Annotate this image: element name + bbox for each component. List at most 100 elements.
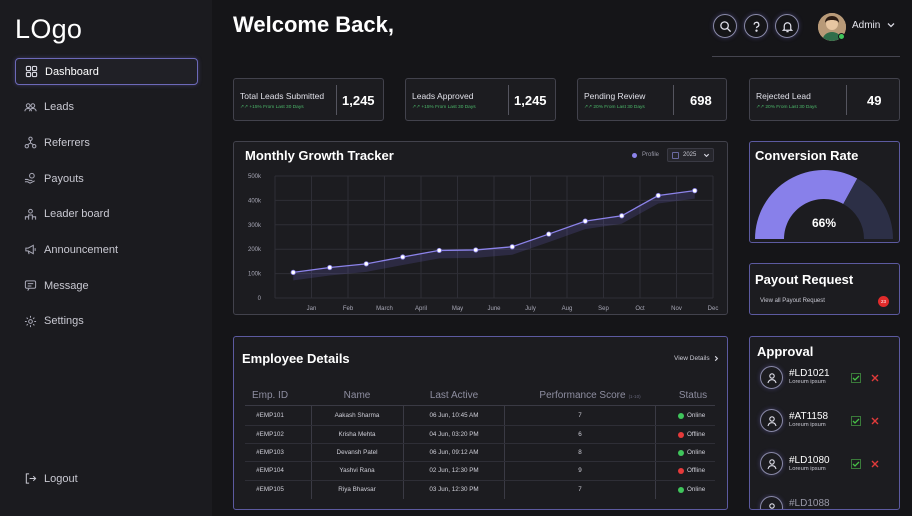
view-payout-link[interactable]: View all Payout Request	[760, 298, 825, 304]
reject-icon[interactable]	[870, 416, 880, 426]
sidebar-item-settings[interactable]: Settings	[15, 308, 198, 335]
sidebar-item-announcement[interactable]: Announcement	[15, 236, 198, 263]
year-select[interactable]: 2025	[667, 148, 714, 162]
stat-label: Pending Review	[584, 91, 646, 101]
cell-name: Yashvi Rana	[339, 467, 375, 474]
cell-emp-id: #EMP101	[256, 412, 284, 419]
data-point[interactable]	[546, 231, 552, 237]
sidebar-item-referrers[interactable]: Referrers	[15, 129, 198, 156]
x-tick-label: April	[415, 306, 427, 312]
reject-icon[interactable]	[870, 373, 880, 383]
stat-label: Leads Approved	[412, 91, 474, 101]
status-dot	[678, 486, 684, 493]
status-label: Online	[687, 486, 706, 493]
sidebar-item-message[interactable]: Message	[15, 272, 198, 299]
stat-value: 1,245	[342, 93, 375, 108]
data-point[interactable]	[473, 247, 479, 253]
data-point[interactable]	[509, 244, 515, 250]
help-button[interactable]	[744, 14, 768, 38]
cell-emp-id: #EMP103	[256, 449, 284, 456]
approve-icon[interactable]	[851, 416, 861, 426]
conversion-value: 66%	[812, 216, 837, 230]
chevron-down-icon[interactable]	[886, 20, 896, 30]
sidebar-item-leads[interactable]: Leads	[15, 94, 198, 121]
sidebar-item-leader-board[interactable]: Leader board	[15, 201, 198, 228]
sidebar: LOgo Dashboard Leads Referrers Payouts L…	[0, 0, 212, 516]
megaphone-icon	[25, 244, 36, 255]
x-tick-label: June	[487, 306, 501, 312]
search-icon	[719, 20, 731, 32]
cell-name: Riya Bhavsar	[338, 486, 376, 493]
stat-card-pending-review: Pending Review ↗↗ 20% From Last 30 Days …	[577, 78, 727, 121]
data-point[interactable]	[290, 269, 296, 275]
row-divider	[245, 425, 715, 426]
grid-icon	[25, 65, 38, 78]
data-point[interactable]	[400, 254, 406, 260]
approval-title: Approval	[757, 344, 814, 359]
stat-divider	[336, 85, 337, 115]
network-icon	[24, 136, 37, 149]
cell-status: Offline	[678, 431, 705, 438]
data-point[interactable]	[327, 264, 333, 271]
cell-last-active: 03 Jun, 12:30 PM	[429, 486, 479, 493]
user-icon	[766, 415, 777, 426]
approve-icon[interactable]	[851, 373, 861, 383]
cell-score: 9	[578, 467, 582, 474]
data-point[interactable]	[619, 213, 625, 219]
message-icon	[24, 280, 37, 291]
stat-label: Rejected Lead	[756, 91, 811, 101]
cell-emp-id: #EMP102	[256, 431, 284, 438]
view-details-link[interactable]: View Details	[674, 355, 720, 362]
cell-name: Aakash Sharma	[334, 412, 380, 419]
notifications-button[interactable]	[775, 14, 799, 38]
sidebar-item-label: Dashboard	[45, 65, 99, 78]
data-point[interactable]	[363, 261, 369, 267]
approval-sub: Loreum ipsum	[789, 466, 826, 472]
score-range-note: (1-10)	[628, 394, 641, 399]
status-dot	[678, 431, 684, 438]
reject-icon[interactable]	[870, 459, 880, 469]
data-point[interactable]	[655, 192, 661, 199]
cell-emp-id: #EMP104	[256, 467, 284, 474]
cell-emp-id: #EMP105	[256, 486, 284, 493]
col-performance: Performance Score (1-10)	[520, 390, 660, 401]
users-icon	[24, 102, 37, 111]
series-shadow	[293, 190, 695, 281]
cell-last-active: 02 Jun, 12:30 PM	[429, 467, 479, 474]
approval-user-avatar	[760, 366, 783, 389]
cell-last-active: 06 Jun, 10:45 AM	[429, 412, 479, 419]
logout-button[interactable]: Logout	[24, 472, 78, 485]
stat-value: 49	[867, 93, 882, 108]
approval-partial-row: #LD1088	[750, 494, 899, 509]
cell-score: 7	[578, 412, 582, 419]
data-point[interactable]	[692, 188, 698, 194]
x-tick-label: Feb	[343, 306, 354, 312]
x-tick-label: March	[376, 306, 393, 312]
user-name[interactable]: Admin	[852, 20, 881, 31]
bell-icon	[781, 21, 793, 32]
status-label: Online	[687, 412, 706, 419]
user-icon	[766, 458, 777, 469]
y-tick-label: 200k	[248, 247, 262, 253]
sidebar-item-label: Message	[44, 279, 89, 292]
search-button[interactable]	[713, 14, 737, 38]
data-point[interactable]	[582, 218, 588, 224]
stat-trend: ↗↗ 20% From Last 30 Days	[584, 105, 645, 110]
cell-score: 6	[578, 431, 582, 438]
leaderboard-icon	[24, 208, 37, 220]
view-details-label: View Details	[674, 355, 710, 362]
approve-icon[interactable]	[851, 459, 861, 469]
sidebar-item-label: Payouts	[44, 172, 84, 185]
sidebar-item-payouts[interactable]: Payouts	[15, 165, 198, 192]
stat-card-rejected-lead: Rejected Lead ↗↗ 20% From Last 30 Days 4…	[749, 78, 900, 121]
approval-sub: Loreum ipsum	[789, 379, 826, 385]
approval-id: #LD1080	[789, 455, 830, 466]
employee-panel	[233, 336, 728, 510]
sidebar-item-label: Announcement	[44, 243, 118, 256]
sidebar-item-dashboard[interactable]: Dashboard	[15, 58, 198, 85]
conversion-title: Conversion Rate	[755, 148, 859, 163]
data-point[interactable]	[436, 247, 442, 254]
cell-status: Online	[678, 486, 705, 493]
logo: LOgo	[15, 14, 83, 44]
employee-title: Employee Details	[242, 351, 350, 366]
